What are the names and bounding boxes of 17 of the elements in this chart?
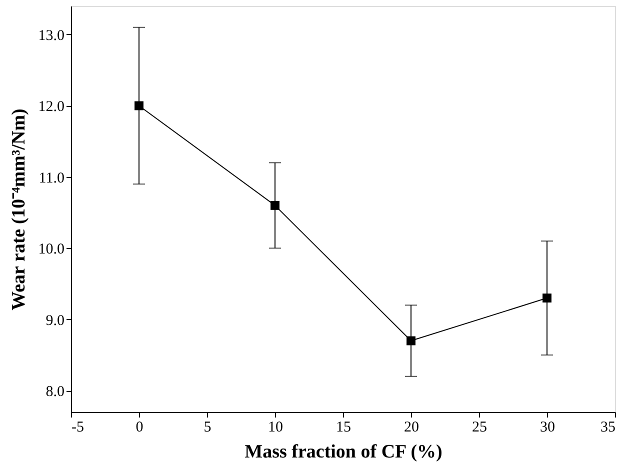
x-tick-label: 25 xyxy=(472,420,487,436)
y-tick-label: 8.0 xyxy=(46,384,64,400)
x-tick-label: 0 xyxy=(136,420,144,436)
x-axis-title: Mass fraction of CF (%) xyxy=(244,442,442,462)
y-tick-label: 9.0 xyxy=(46,312,64,329)
x-tick-label: 20 xyxy=(404,420,419,436)
y-tick-label: 13.0 xyxy=(38,28,64,44)
y-axis-title: Wear rate (10⁻⁴mm³/Nm) xyxy=(8,108,30,310)
x-tick-label: 10 xyxy=(268,420,283,436)
x-tick-label: 15 xyxy=(336,420,351,436)
y-tick-label: 12.0 xyxy=(38,99,64,116)
x-tick-label: 35 xyxy=(600,420,616,436)
x-tick-label: 5 xyxy=(204,420,212,436)
x-tick-label: -5 xyxy=(72,420,84,436)
y-tick-label: 10.0 xyxy=(38,242,64,258)
y-tick-label: 11.0 xyxy=(38,170,64,186)
x-tick-label: 30 xyxy=(540,420,555,436)
